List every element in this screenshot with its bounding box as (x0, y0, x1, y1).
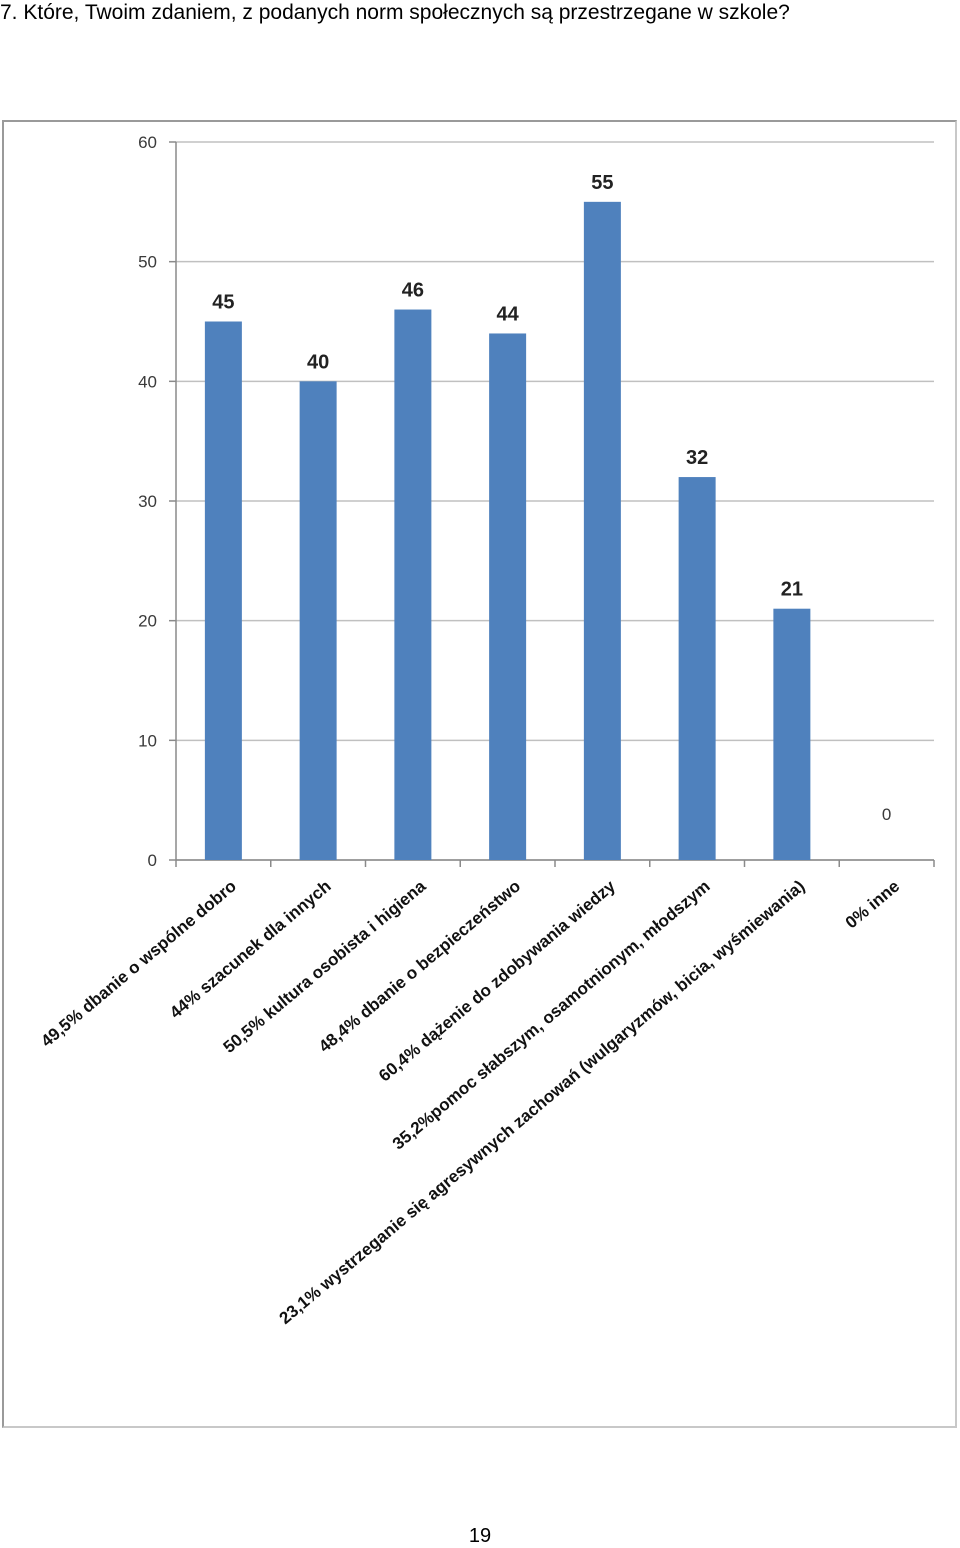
y-tick-label: 0 (148, 851, 157, 870)
data-label: 44 (497, 303, 520, 325)
data-label: 46 (402, 280, 424, 302)
y-tick-label: 20 (138, 612, 157, 631)
bar (489, 333, 527, 860)
question-title: 7. Które, Twoim zdaniem, z podanych norm… (0, 1, 790, 24)
page-number: 19 (468, 1525, 492, 1547)
category-label: 48,4% dbanie o bezpieczeństwo (315, 877, 524, 1057)
category-label: 49,5% dbanie o wspólne dobro (37, 877, 240, 1051)
bar (299, 381, 337, 860)
y-tick-label: 30 (138, 492, 157, 511)
bar (773, 608, 811, 860)
y-tick-label: 50 (138, 253, 157, 272)
bar (678, 477, 716, 860)
category-label: 35,2%pomoc słabszym, osamotnionym, młods… (389, 877, 714, 1154)
data-label: 0 (882, 805, 891, 824)
data-label: 55 (591, 172, 613, 194)
data-label: 40 (307, 351, 329, 373)
category-label: 50,5% kultura osobista i higiena (220, 876, 430, 1057)
category-label: 44% szacunek dla innych (166, 877, 335, 1023)
bar (394, 309, 432, 860)
bar (583, 201, 621, 861)
y-tick-label: 10 (138, 731, 157, 750)
y-tick-label: 40 (138, 372, 157, 391)
bar (204, 321, 242, 860)
y-tick-label: 60 (138, 133, 157, 152)
chart-frame (2, 120, 957, 1428)
data-label: 21 (781, 579, 803, 601)
category-label: 0% inne (842, 877, 903, 933)
data-label: 45 (212, 292, 234, 314)
data-label: 32 (686, 447, 708, 469)
